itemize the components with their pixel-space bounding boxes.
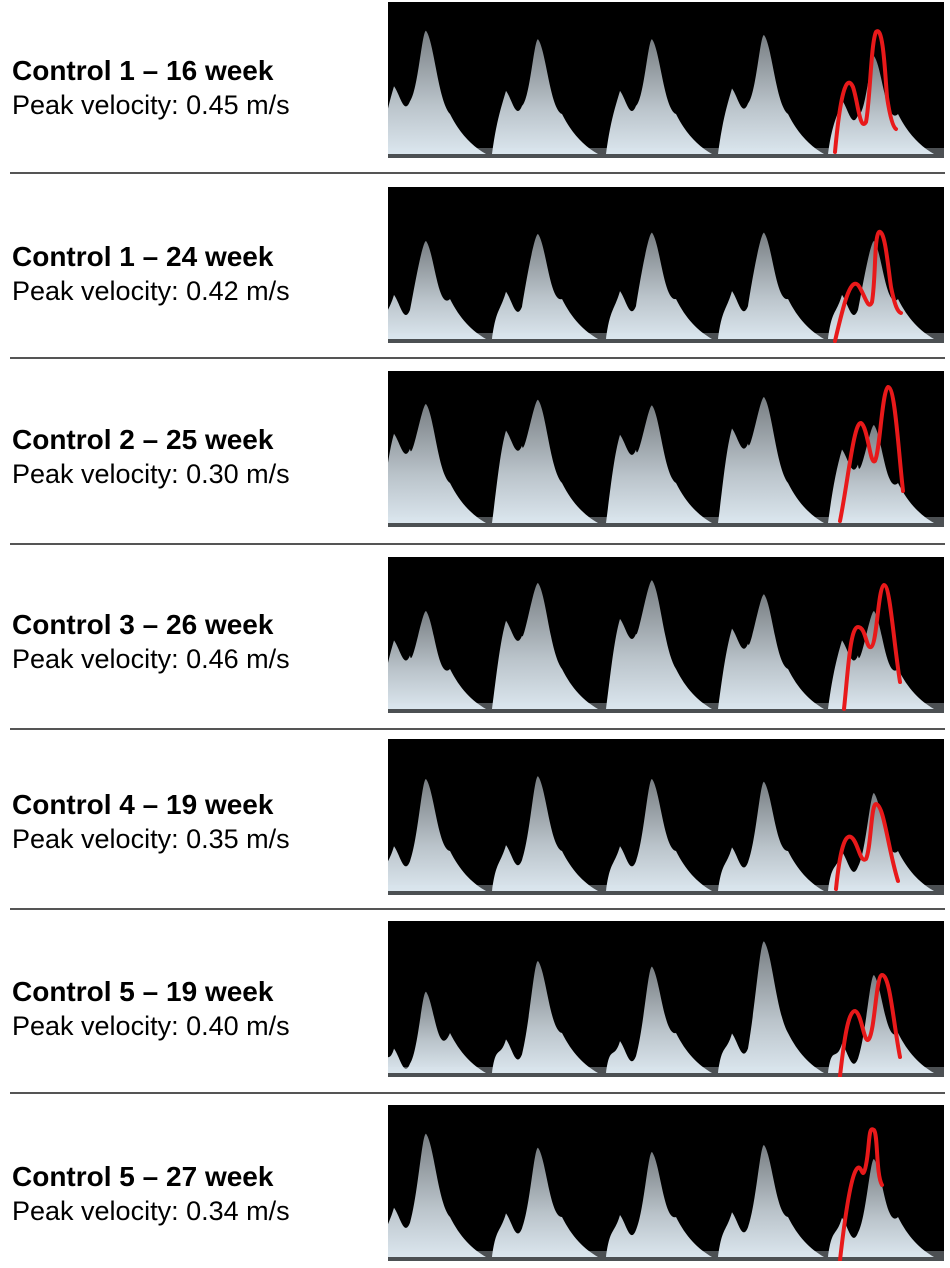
row-divider bbox=[10, 543, 945, 545]
waveform-cycle bbox=[388, 404, 486, 523]
red-envelope-trace bbox=[833, 29, 898, 154]
row-title: Control 1 – 24 week bbox=[12, 241, 274, 272]
waveform-cycle bbox=[718, 594, 824, 709]
doppler-spectrum bbox=[388, 1127, 944, 1261]
baseline-band bbox=[388, 1251, 944, 1261]
waveform-cycle bbox=[828, 793, 934, 891]
doppler-row: Control 5 – 19 week Peak velocity: 0.40 m… bbox=[0, 0, 950, 1077]
row-divider bbox=[10, 172, 945, 174]
row-title: Control 5 – 19 week bbox=[12, 976, 274, 1007]
peak-velocity-text: Peak velocity: 0.45 m/s bbox=[12, 90, 290, 120]
peak-velocity-text: Peak velocity: 0.34 m/s bbox=[12, 1196, 290, 1226]
baseline-band bbox=[388, 885, 944, 895]
row-label: Control 2 – 25 week Peak velocity: 0.30 m… bbox=[12, 423, 382, 491]
waveform-cycle bbox=[492, 961, 598, 1073]
row-title: Control 1 – 16 week bbox=[12, 55, 274, 86]
doppler-spectrum bbox=[388, 941, 944, 1077]
waveform-cycle bbox=[492, 234, 598, 339]
row-title: Control 3 – 26 week bbox=[12, 609, 274, 640]
waveform-cycle bbox=[492, 583, 598, 709]
waveform-cycle bbox=[606, 966, 712, 1073]
doppler-spectrum bbox=[388, 29, 944, 158]
waveform-cycle bbox=[828, 56, 934, 154]
doppler-row: Control 4 – 19 week Peak velocity: 0.35 m… bbox=[0, 0, 950, 895]
baseline-band bbox=[388, 148, 944, 158]
baseline-band bbox=[388, 703, 944, 713]
doppler-row: Control 1 – 24 week Peak velocity: 0.42 m… bbox=[0, 0, 950, 343]
row-divider bbox=[10, 728, 945, 730]
doppler-row: Control 1 – 16 week Peak velocity: 0.45 m… bbox=[0, 0, 950, 170]
waveform-cycle bbox=[718, 781, 824, 891]
row-label: Control 1 – 24 week Peak velocity: 0.42 m… bbox=[12, 240, 382, 308]
baseline-band bbox=[388, 333, 944, 343]
baseline-band bbox=[388, 517, 944, 527]
doppler-waveform-image bbox=[388, 557, 944, 713]
row-label: Control 4 – 19 week Peak velocity: 0.35 m… bbox=[12, 788, 382, 856]
waveform-cycle bbox=[718, 1145, 824, 1257]
waveform-cycle bbox=[828, 611, 934, 709]
waveform-cycle bbox=[606, 779, 712, 891]
waveform-cycle bbox=[492, 399, 598, 523]
red-envelope-trace bbox=[842, 582, 902, 711]
row-title: Control 4 – 19 week bbox=[12, 789, 274, 820]
waveform-cycle bbox=[388, 241, 486, 339]
waveform-cycle bbox=[828, 241, 934, 339]
waveform-cycle bbox=[492, 776, 598, 891]
red-envelope-trace bbox=[834, 801, 900, 891]
waveform-cycle bbox=[388, 991, 486, 1073]
doppler-waveform-image bbox=[388, 187, 944, 343]
row-divider bbox=[10, 357, 945, 359]
waveform-cycle bbox=[606, 1152, 712, 1257]
waveform-cycle bbox=[828, 1159, 934, 1257]
red-envelope-trace bbox=[838, 972, 902, 1077]
red-envelope-trace bbox=[838, 384, 905, 523]
peak-velocity-text: Peak velocity: 0.30 m/s bbox=[12, 459, 290, 489]
row-title: Control 5 – 27 week bbox=[12, 1161, 274, 1192]
doppler-row: Control 2 – 25 week Peak velocity: 0.30 m… bbox=[0, 0, 950, 527]
row-label: Control 3 – 26 week Peak velocity: 0.46 m… bbox=[12, 608, 382, 676]
doppler-spectrum bbox=[388, 580, 944, 713]
waveform-cycle bbox=[606, 405, 712, 523]
doppler-waveform-image bbox=[388, 371, 944, 527]
peak-velocity-text: Peak velocity: 0.42 m/s bbox=[12, 276, 290, 306]
waveform-cycle bbox=[606, 580, 712, 709]
doppler-spectrum bbox=[388, 776, 944, 895]
red-envelope-trace bbox=[838, 1127, 884, 1261]
waveform-cycle bbox=[606, 232, 712, 339]
row-label: Control 5 – 19 week Peak velocity: 0.40 m… bbox=[12, 975, 382, 1043]
waveform-cycle bbox=[492, 39, 598, 155]
peak-velocity-text: Peak velocity: 0.46 m/s bbox=[12, 644, 290, 674]
waveform-cycle bbox=[388, 30, 486, 154]
row-label: Control 5 – 27 week Peak velocity: 0.34 m… bbox=[12, 1160, 382, 1228]
waveform-cycle bbox=[388, 1133, 486, 1257]
waveform-cycle bbox=[388, 611, 486, 709]
doppler-spectrum bbox=[388, 384, 944, 527]
peak-velocity-text: Peak velocity: 0.40 m/s bbox=[12, 1011, 290, 1041]
waveform-cycle bbox=[718, 232, 824, 339]
row-title: Control 2 – 25 week bbox=[12, 424, 274, 455]
row-label: Control 1 – 16 week Peak velocity: 0.45 m… bbox=[12, 54, 382, 122]
row-divider bbox=[10, 1092, 945, 1094]
waveform-cycle bbox=[718, 941, 824, 1073]
doppler-waveform-image bbox=[388, 921, 944, 1077]
waveform-cycle bbox=[718, 35, 824, 154]
doppler-spectrum bbox=[388, 229, 944, 343]
waveform-cycle bbox=[606, 39, 712, 155]
doppler-waveform-image bbox=[388, 739, 944, 895]
waveform-cycle bbox=[388, 779, 486, 891]
red-envelope-trace bbox=[833, 229, 903, 343]
waveform-cycle bbox=[828, 425, 934, 523]
waveform-cycle bbox=[718, 397, 824, 523]
doppler-row: Control 3 – 26 week Peak velocity: 0.46 m… bbox=[0, 0, 950, 713]
waveform-cycle bbox=[492, 1147, 598, 1257]
baseline-band bbox=[388, 1067, 944, 1077]
row-divider bbox=[10, 908, 945, 910]
doppler-waveform-image bbox=[388, 2, 944, 158]
waveform-cycle bbox=[828, 975, 934, 1073]
doppler-waveform-image bbox=[388, 1105, 944, 1261]
peak-velocity-text: Peak velocity: 0.35 m/s bbox=[12, 824, 290, 854]
